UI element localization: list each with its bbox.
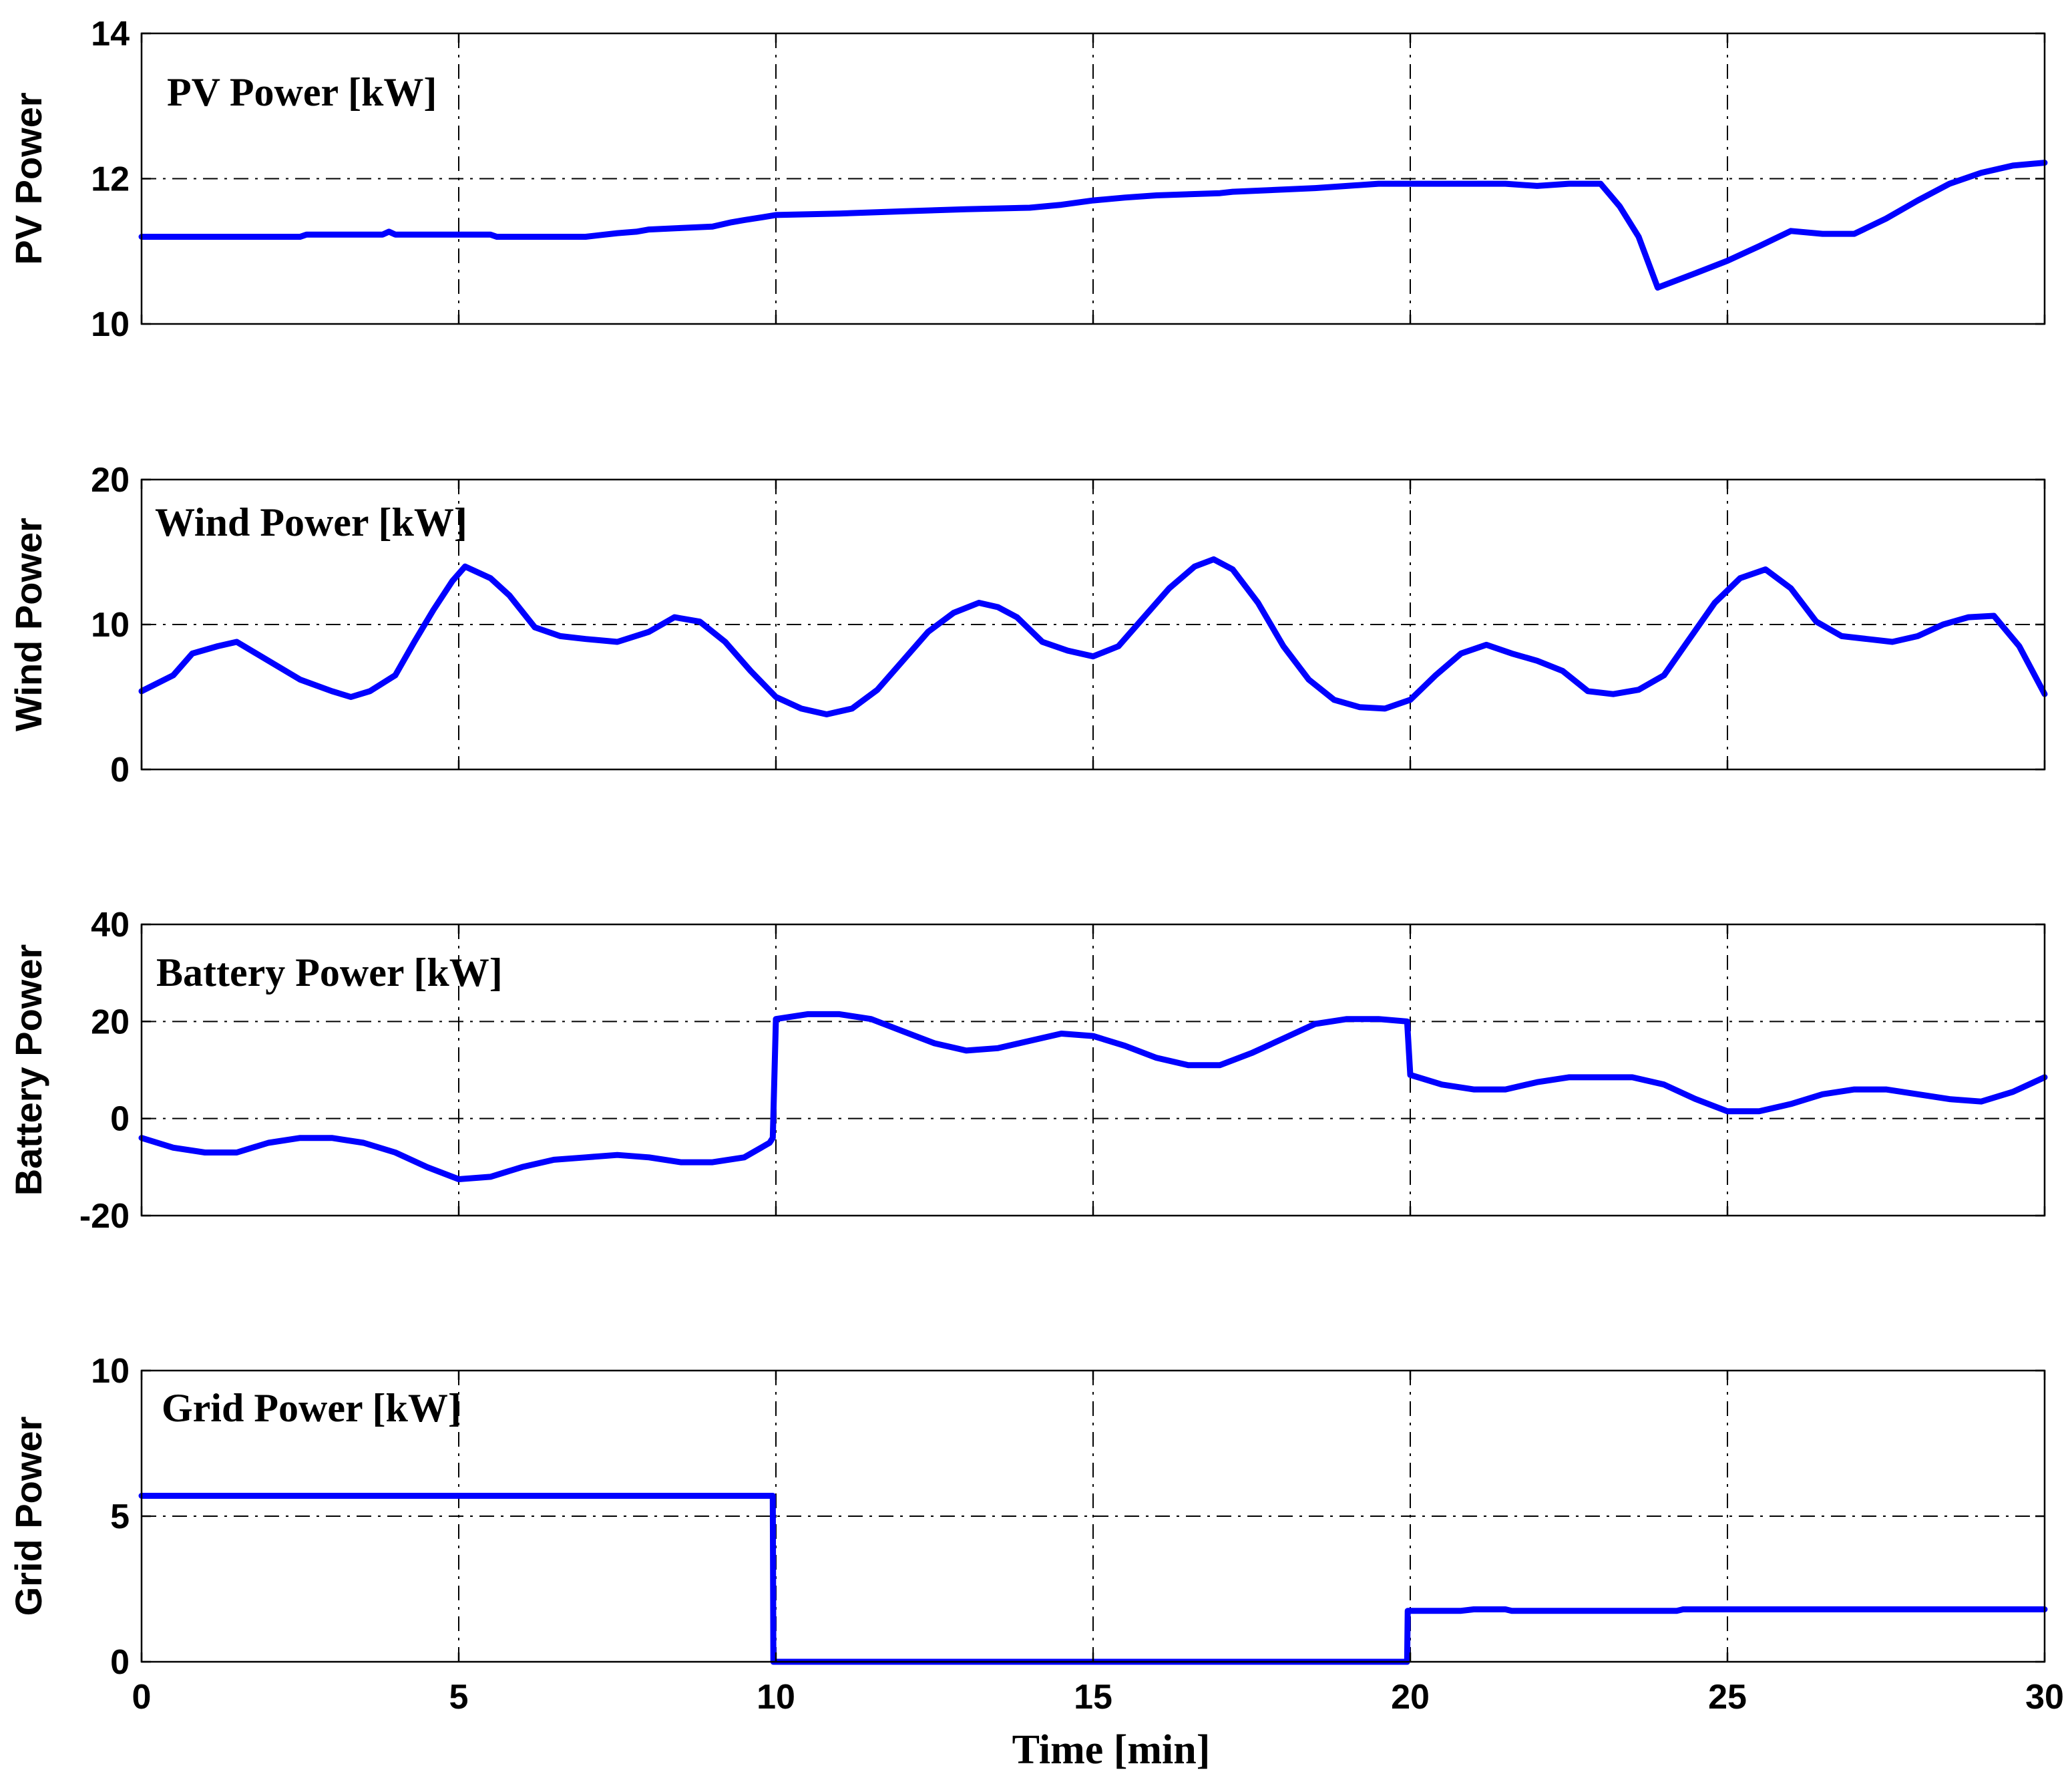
y-axis-label: PV Power [7,92,49,264]
y-tick-label: 10 [91,1352,130,1391]
panel-title: Grid Power [kW] [162,1386,461,1430]
x-tick-label: 5 [449,1678,469,1717]
y-tick-label: 0 [110,751,130,789]
y-tick-label: 20 [91,461,130,500]
chart-panel-4: 0 5 10 0 5 10 15 20 25 30 Grid Power Grid Power [kW… [7,1352,2064,1717]
series-line [138,556,2048,717]
y-axis-label: Battery Power [7,944,49,1196]
panel-title: Wind Power [kW] [155,500,467,544]
chart-panel-3: -20 0 20 40 Battery Power Battery Power [kW] [7,906,2048,1236]
y-tick-label: 0 [110,1100,130,1139]
panel-title: PV Power [kW] [167,70,437,114]
y-tick-label: 5 [110,1497,130,1536]
x-tick-label: 15 [1074,1678,1112,1717]
y-axis-label: Grid Power [7,1417,49,1616]
y-axis-label: Wind Power [7,518,49,731]
y-tick-label: -20 [79,1197,130,1236]
chart-panel-2: 0 10 20 Wind Power Wind Power [kW] [7,461,2048,789]
panel-title: Battery Power [kW] [156,950,503,995]
y-tick-label: 10 [91,305,130,344]
y-tick-label: 12 [91,160,130,199]
x-axis-label: Time [min] [1012,1727,1211,1773]
series-line [138,160,2048,291]
y-tick-label: 10 [91,606,130,645]
series-line [138,1011,2048,1182]
y-tick-label: 0 [110,1643,130,1682]
y-tick-label: 14 [91,15,130,53]
y-tick-label: 20 [91,1003,130,1041]
series-line [138,1493,2048,1665]
x-tick-label: 25 [1708,1678,1747,1717]
x-tick-label: 10 [757,1678,795,1717]
panels: 10 12 14 PV Power PV Power [kW] 0 10 20 Wind Pow… [7,15,2064,1717]
x-tick-label: 20 [1391,1678,1430,1717]
x-tick-label: 0 [132,1678,152,1717]
y-tick-label: 40 [91,906,130,944]
x-tick-label: 30 [2025,1678,2064,1717]
chart-panel-1: 10 12 14 PV Power PV Power [kW] [7,15,2048,344]
